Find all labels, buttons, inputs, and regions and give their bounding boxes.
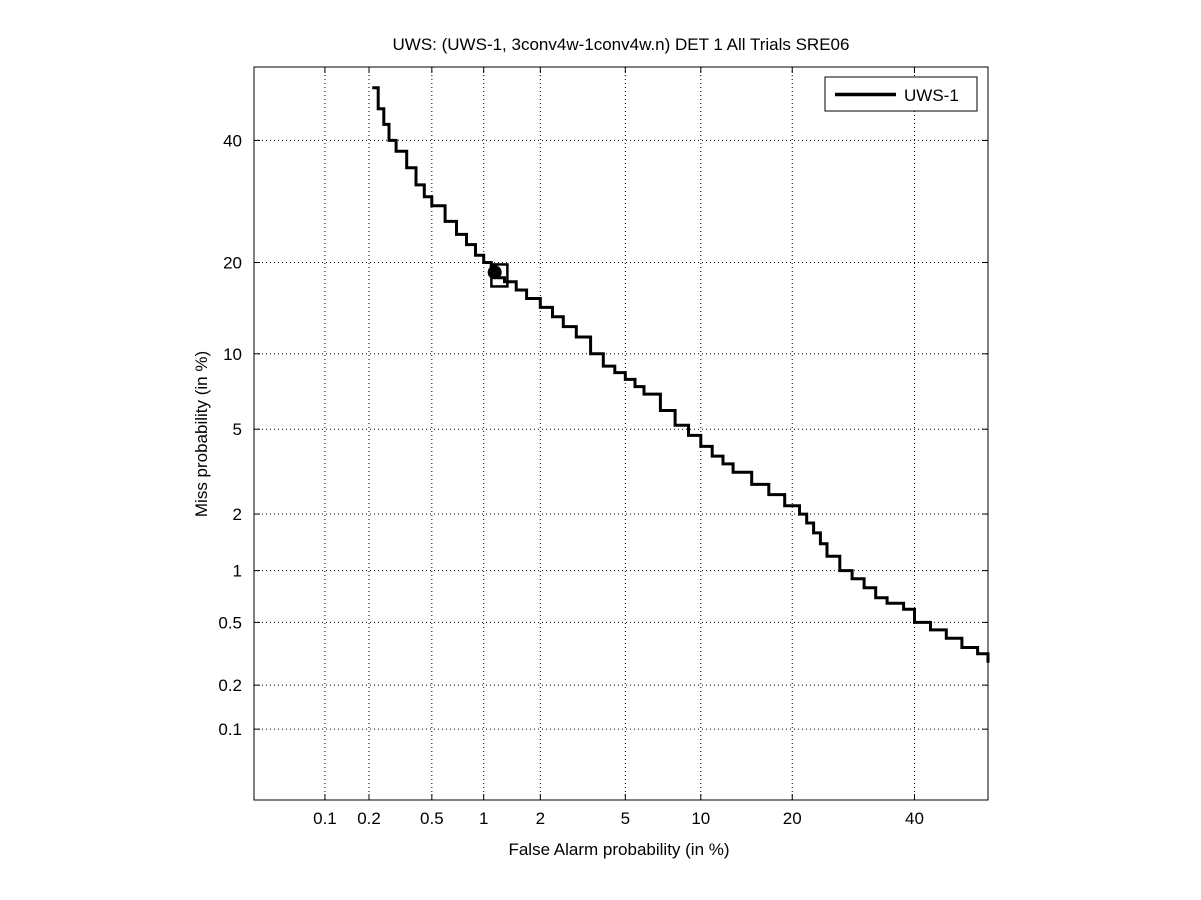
x-tick-label: 5 bbox=[621, 809, 630, 828]
x-tick-label: 0.2 bbox=[357, 809, 381, 828]
y-tick-label: 5 bbox=[233, 420, 242, 439]
legend-label-uws-1: UWS-1 bbox=[904, 86, 959, 105]
y-tick-label: 1 bbox=[233, 562, 242, 581]
y-tick-label: 0.1 bbox=[218, 720, 242, 739]
y-tick-label: 2 bbox=[233, 505, 242, 524]
x-tick-label: 0.1 bbox=[313, 809, 337, 828]
x-tick-label: 0.5 bbox=[420, 809, 444, 828]
min-dcf-marker bbox=[487, 265, 502, 280]
series-line-uws-1 bbox=[372, 86, 990, 663]
y-tick-label: 40 bbox=[223, 131, 242, 150]
actual-dcf-marker bbox=[490, 263, 509, 288]
x-tick-label: 20 bbox=[783, 809, 802, 828]
x-tick-label: 10 bbox=[691, 809, 710, 828]
legend: UWS-1 bbox=[824, 76, 978, 112]
y-tick-label: 10 bbox=[223, 345, 242, 364]
x-tick-label: 2 bbox=[536, 809, 545, 828]
y-tick-label: 0.2 bbox=[218, 676, 242, 695]
series-layer bbox=[372, 86, 990, 663]
axes-frame bbox=[253, 66, 989, 801]
x-tick-label: 1 bbox=[479, 809, 488, 828]
marker-layer bbox=[487, 263, 509, 288]
x-axis-label: False Alarm probability (in %) bbox=[508, 840, 729, 859]
x-tick-label: 40 bbox=[905, 809, 924, 828]
chart-title: UWS: (UWS-1, 3conv4w-1conv4w.n) DET 1 Al… bbox=[393, 35, 850, 54]
y-axis-label: Miss probability (in %) bbox=[192, 351, 211, 517]
y-tick-label: 0.5 bbox=[218, 613, 242, 632]
x-axis: 0.1 0.2 0.5 1 2 5 10 20 40 bbox=[313, 67, 924, 828]
y-tick-label: 20 bbox=[223, 254, 242, 273]
grid bbox=[254, 67, 988, 800]
y-axis: 0.1 0.2 0.5 1 2 5 10 20 40 bbox=[218, 131, 988, 739]
